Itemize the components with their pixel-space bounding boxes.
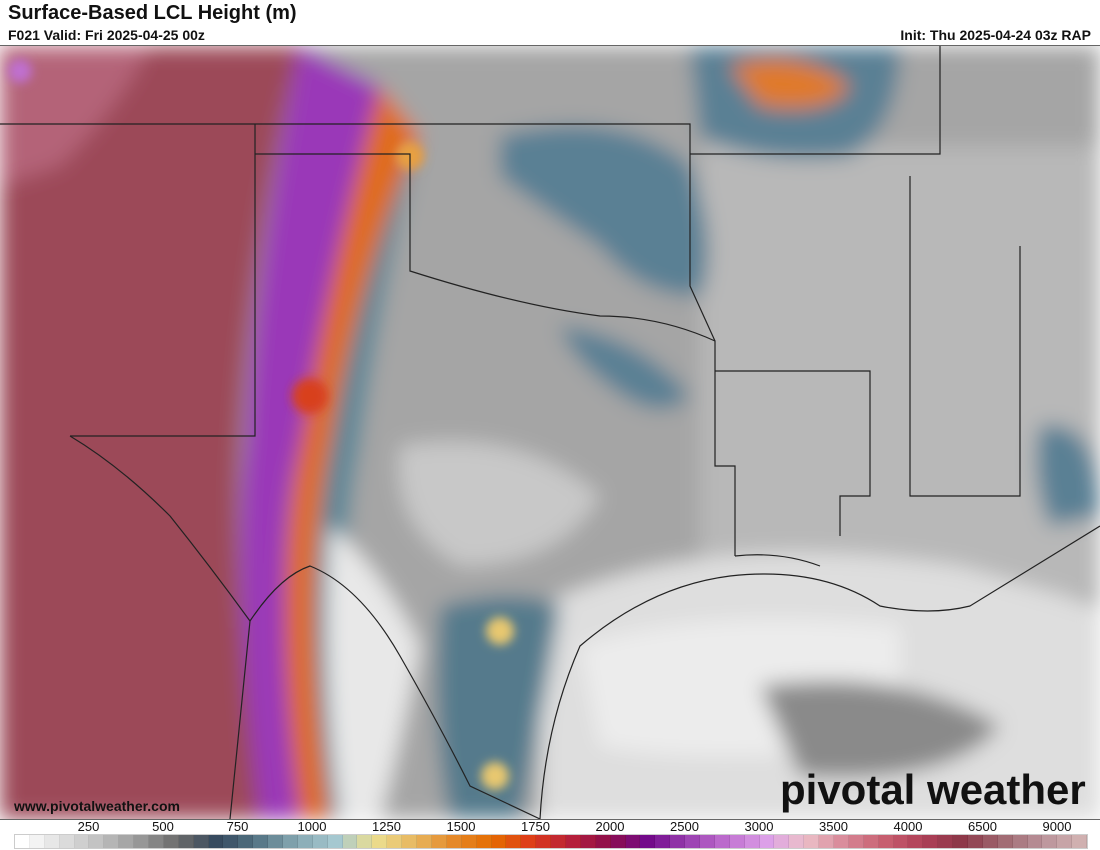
pivotal-weather-logo: pivotal weather	[780, 766, 1086, 813]
legend-swatch	[536, 835, 552, 848]
legend-swatch	[565, 835, 581, 848]
legend-swatch	[15, 835, 30, 848]
legend-swatch	[729, 835, 745, 848]
legend-swatch	[699, 835, 715, 848]
legend-swatch	[178, 835, 194, 848]
legend-swatch	[1072, 835, 1088, 848]
legend-swatch	[312, 835, 328, 848]
legend-label: 1500	[446, 819, 476, 834]
legend-swatch	[982, 835, 998, 848]
legend-label: 250	[77, 819, 100, 834]
weather-map[interactable]	[0, 45, 1100, 820]
legend-swatch	[149, 835, 164, 848]
legend-swatch	[893, 835, 909, 848]
legend-swatch	[342, 835, 358, 848]
legend-swatch	[997, 835, 1013, 848]
legend-swatch	[44, 835, 60, 848]
legend-swatch	[1057, 835, 1073, 848]
legend-swatch	[744, 835, 760, 848]
legend-swatch	[193, 835, 209, 848]
legend-swatch	[89, 835, 105, 848]
legend-label: 6500	[968, 819, 997, 834]
legend-swatch	[327, 835, 343, 848]
legend-swatch	[29, 835, 45, 848]
legend-label: 1000	[297, 819, 327, 834]
legend-label: 1250	[372, 819, 401, 834]
legend-label: 3500	[819, 819, 848, 834]
legend-swatch	[253, 835, 269, 848]
legend-swatch	[119, 835, 135, 848]
color-legend	[14, 834, 1089, 849]
legend-swatch	[283, 835, 298, 848]
legend-swatch	[59, 835, 75, 848]
legend-swatch	[417, 835, 432, 848]
legend-swatch	[491, 835, 507, 848]
legend-label: 1750	[521, 819, 550, 834]
legend-swatch	[208, 835, 224, 848]
legend-swatch	[402, 835, 418, 848]
legend-swatch	[476, 835, 492, 848]
legend-swatch	[878, 835, 894, 848]
legend-swatch	[297, 835, 313, 848]
legend-swatch	[685, 835, 700, 848]
legend-swatch	[714, 835, 730, 848]
lcl-field	[0, 46, 1100, 819]
legend-swatch	[923, 835, 939, 848]
legend-swatch	[863, 835, 879, 848]
legend-swatch	[670, 835, 686, 848]
legend-label: 9000	[1042, 819, 1072, 834]
legend-label: 3000	[744, 819, 774, 834]
legend-swatch	[968, 835, 983, 848]
legend-swatch	[238, 835, 254, 848]
legend-swatch	[580, 835, 596, 848]
legend-swatch	[521, 835, 537, 848]
legend-swatch	[506, 835, 522, 848]
legend-swatch	[223, 835, 239, 848]
legend-swatch	[104, 835, 120, 848]
legend-swatch	[655, 835, 671, 848]
legend-swatch	[774, 835, 790, 848]
state-borders	[0, 46, 1100, 819]
legend-swatch	[595, 835, 611, 848]
legend-swatch	[461, 835, 477, 848]
legend-label: 2000	[595, 819, 625, 834]
legend-labels: 250 500 750 1000 1250 1500 1750 2000 2500 3000 350…	[0, 819, 1100, 834]
legend-swatch	[833, 835, 849, 848]
legend-label: 2500	[670, 819, 699, 834]
legend-swatch	[804, 835, 820, 848]
legend-swatch	[908, 835, 924, 848]
legend-swatch	[372, 835, 388, 848]
legend-label: 4000	[893, 819, 923, 834]
legend-swatch	[134, 835, 150, 848]
legend-swatch	[640, 835, 656, 848]
legend-swatch	[431, 835, 447, 848]
legend-swatch	[1027, 835, 1043, 848]
legend-swatch	[551, 835, 566, 848]
website-url: www.pivotalweather.com	[14, 798, 180, 814]
legend-swatch	[446, 835, 462, 848]
legend-swatch	[610, 835, 626, 848]
legend-swatch	[1012, 835, 1028, 848]
init-time: Init: Thu 2025-04-24 03z RAP	[900, 27, 1091, 43]
legend-swatch	[357, 835, 373, 848]
legend-swatch	[625, 835, 641, 848]
legend-swatch	[953, 835, 968, 848]
legend-swatch	[848, 835, 864, 848]
map-title: Surface-Based LCL Height (m)	[8, 2, 297, 24]
legend-swatch	[759, 835, 775, 848]
legend-label: 500	[152, 819, 174, 834]
legend-swatch	[387, 835, 403, 848]
legend-swatch	[268, 835, 284, 848]
legend-swatch	[163, 835, 179, 848]
legend-swatch	[74, 835, 90, 848]
valid-time: F021 Valid: Fri 2025-04-25 00z	[8, 27, 205, 43]
legend-swatch	[819, 835, 834, 848]
legend-swatch	[938, 835, 954, 848]
legend-swatch	[1042, 835, 1058, 848]
legend-swatch	[789, 835, 805, 848]
legend-label: 750	[226, 819, 249, 834]
